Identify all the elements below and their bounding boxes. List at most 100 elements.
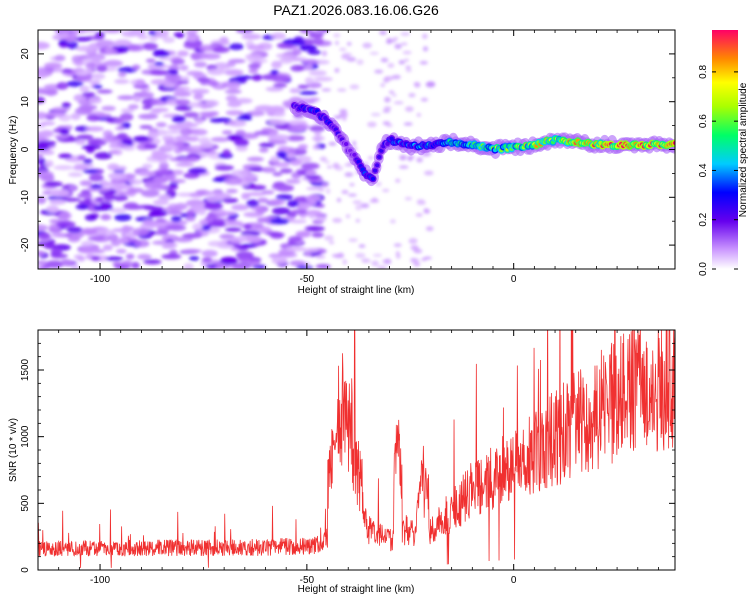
noise-blob — [274, 161, 290, 168]
noise-blob — [199, 219, 209, 225]
noise-blob — [241, 33, 262, 40]
noise-blob — [355, 204, 362, 211]
noise-blob — [188, 256, 200, 261]
noise-blob — [201, 257, 213, 263]
noise-blob — [142, 219, 155, 226]
noise-blob — [228, 119, 247, 127]
noise-blob — [410, 245, 419, 251]
noise-blob — [58, 153, 73, 159]
noise-blob — [372, 253, 383, 258]
noise-blob — [140, 189, 160, 198]
noise-blob — [114, 213, 132, 222]
noise-blob — [53, 165, 74, 171]
noise-blob — [77, 154, 87, 161]
noise-blob — [174, 86, 185, 93]
noise-blob — [305, 169, 316, 176]
noise-blob — [416, 112, 422, 118]
noise-blob — [122, 145, 136, 151]
noise-blob — [286, 153, 296, 159]
noise-blob — [227, 220, 244, 227]
noise-blob — [82, 91, 96, 97]
noise-blob — [386, 37, 393, 44]
noise-blob — [298, 45, 317, 51]
noise-blob — [193, 92, 204, 101]
noise-blob — [245, 235, 263, 244]
noise-blob — [233, 138, 249, 147]
noise-blob — [315, 254, 326, 259]
noise-blob — [135, 79, 146, 86]
noise-blob — [217, 65, 230, 70]
noise-blob — [162, 36, 175, 44]
noise-blob — [361, 258, 371, 264]
noise-blob — [246, 191, 266, 197]
noise-blob — [298, 90, 318, 96]
noise-blob — [420, 97, 429, 102]
noise-blob — [341, 189, 349, 195]
noise-blob — [326, 165, 333, 169]
noise-blob — [311, 232, 324, 238]
noise-blob — [371, 260, 379, 267]
noise-blob — [268, 105, 286, 113]
snr-x-label: Height of straight line (km) — [298, 584, 415, 595]
noise-blob — [289, 88, 301, 94]
noise-blob — [117, 237, 129, 244]
noise-blob — [85, 126, 104, 132]
noise-blob — [41, 150, 55, 155]
noise-blob — [105, 256, 124, 261]
noise-blob — [93, 84, 103, 89]
noise-blob — [288, 236, 303, 243]
noise-blob — [334, 40, 340, 46]
noise-blob — [195, 117, 204, 125]
noise-blob — [177, 79, 190, 85]
noise-blob — [80, 106, 94, 112]
noise-blob — [279, 56, 294, 64]
spectrogram-x-label: Height of straight line (km) — [298, 285, 415, 296]
noise-blob — [143, 259, 162, 265]
noise-blob — [61, 197, 81, 202]
noise-blob — [395, 178, 401, 183]
noise-blob — [258, 142, 275, 148]
noise-blob — [374, 69, 384, 74]
noise-blob — [133, 135, 150, 142]
noise-blob — [347, 193, 357, 197]
noise-blob — [82, 169, 99, 174]
noise-blob — [206, 221, 227, 228]
noise-blob — [231, 263, 251, 269]
noise-blob — [38, 250, 45, 257]
noise-blob — [286, 200, 299, 208]
noise-blob — [248, 63, 261, 70]
noise-blob — [58, 32, 69, 39]
noise-blob — [394, 43, 402, 50]
noise-blob — [61, 102, 72, 109]
noise-blob — [155, 31, 169, 39]
noise-blob — [212, 46, 230, 53]
noise-blob — [70, 112, 81, 120]
noise-blob — [38, 260, 48, 265]
noise-blob — [171, 115, 186, 123]
spectrogram-x-axis: -100 -50 0 — [37, 30, 659, 285]
x-tick-label: -50 — [300, 575, 315, 586]
noise-blob — [339, 108, 348, 114]
spectrogram-noise — [38, 30, 436, 269]
noise-blob — [315, 216, 327, 222]
x-tick-label: 0 — [511, 575, 517, 586]
noise-blob — [183, 263, 194, 269]
noise-blob — [120, 108, 135, 114]
noise-blob — [94, 229, 115, 237]
noise-blob — [251, 74, 263, 81]
y-tick-label: 0 — [20, 146, 31, 152]
noise-blob — [382, 188, 390, 193]
noise-blob — [408, 238, 418, 245]
noise-blob — [101, 105, 116, 112]
noise-blob — [318, 188, 325, 192]
noise-blob — [240, 258, 253, 263]
noise-blob — [171, 58, 185, 65]
noise-blob — [142, 42, 158, 51]
noise-blob — [342, 259, 348, 265]
noise-blob — [147, 130, 159, 139]
noise-blob — [38, 140, 57, 147]
noise-blob — [76, 134, 94, 140]
noise-blob — [151, 107, 169, 113]
colorbar-tick-label: 0.6 — [698, 114, 709, 128]
colorbar-tick-label: 0.4 — [698, 163, 709, 177]
